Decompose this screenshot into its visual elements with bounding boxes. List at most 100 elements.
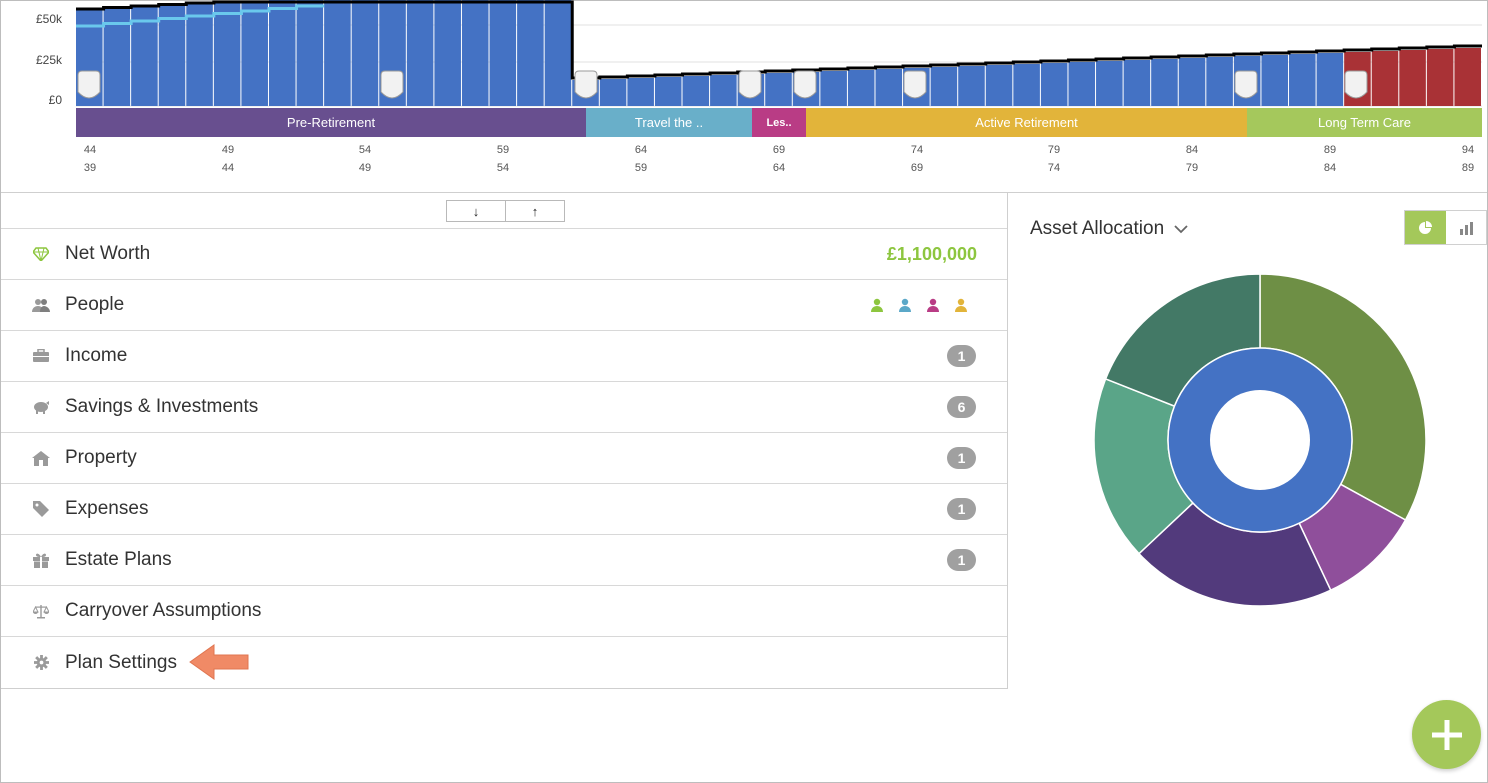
person-icon[interactable] bbox=[955, 298, 967, 312]
section-property[interactable]: Property 1 bbox=[1, 433, 1007, 484]
person-icon[interactable] bbox=[871, 298, 883, 312]
age-label: 74 bbox=[910, 144, 924, 156]
y-axis-label: £0 bbox=[48, 93, 62, 107]
person-icon[interactable] bbox=[899, 298, 911, 312]
event-marker[interactable] bbox=[77, 70, 101, 99]
section-label: Savings & Investments bbox=[65, 396, 259, 417]
bar-chart-toggle[interactable] bbox=[1446, 211, 1487, 244]
y-axis-label: £25k bbox=[35, 53, 62, 67]
tag-icon bbox=[31, 499, 51, 519]
section-net-worth[interactable]: Net Worth £1,100,000 bbox=[1, 229, 1007, 280]
timeline-bar bbox=[654, 77, 682, 106]
timeline-bar bbox=[186, 4, 213, 106]
age-label: 69 bbox=[772, 144, 786, 156]
phase-bar: Pre-Retirement Travel the .. Les.. Activ… bbox=[76, 108, 1482, 137]
age-label: 64 bbox=[772, 162, 786, 174]
sort-row: ↓ ↑ bbox=[1, 193, 1007, 229]
section-label: Plan Settings bbox=[65, 651, 177, 673]
event-marker[interactable] bbox=[793, 70, 817, 99]
section-income[interactable]: Income 1 bbox=[1, 331, 1007, 382]
sort-buttons: ↓ ↑ bbox=[446, 200, 565, 222]
timeline-bar bbox=[158, 5, 186, 106]
y-axis-label: £50k bbox=[35, 12, 62, 26]
sort-up-button[interactable]: ↑ bbox=[505, 201, 564, 221]
gift-icon bbox=[31, 550, 51, 570]
timeline-bar bbox=[958, 66, 985, 106]
timeline-bar bbox=[213, 2, 241, 106]
section-people[interactable]: People bbox=[1, 280, 1007, 331]
section-label: People bbox=[65, 294, 125, 315]
phase-les[interactable]: Les.. bbox=[752, 108, 806, 137]
age-label: 69 bbox=[910, 162, 924, 174]
timeline-bar bbox=[1151, 59, 1178, 106]
timeline-chart bbox=[76, 0, 1482, 107]
timeline-bar bbox=[1261, 55, 1289, 106]
count-badge: 1 bbox=[947, 549, 976, 571]
event-marker[interactable] bbox=[1344, 70, 1368, 99]
timeline-bar bbox=[1178, 58, 1206, 106]
chart-type-toggle bbox=[1404, 210, 1487, 245]
timeline-bar bbox=[1068, 62, 1096, 106]
age-label: 84 bbox=[1323, 162, 1337, 174]
phase-travel[interactable]: Travel the .. bbox=[586, 108, 752, 137]
add-button[interactable] bbox=[1412, 700, 1481, 769]
timeline-bar bbox=[1289, 54, 1316, 106]
timeline-bar bbox=[1399, 50, 1426, 106]
age-label: 84 bbox=[1185, 144, 1199, 156]
age-label: 79 bbox=[1185, 162, 1199, 174]
pointer-arrow-icon bbox=[189, 644, 249, 680]
count-badge: 1 bbox=[947, 345, 976, 367]
timeline-bar bbox=[1123, 60, 1151, 106]
timeline-bar bbox=[985, 65, 1013, 106]
wealth-line bbox=[76, 0, 1482, 80]
timeline-bar bbox=[847, 70, 875, 106]
section-expenses[interactable]: Expenses 1 bbox=[1, 484, 1007, 535]
person-icon[interactable] bbox=[927, 298, 939, 312]
section-label: Net Worth bbox=[65, 243, 151, 264]
event-marker[interactable] bbox=[574, 70, 598, 99]
timeline-bar bbox=[461, 0, 489, 106]
section-plan-settings[interactable]: Plan Settings bbox=[1, 637, 1007, 688]
phase-long-term-care[interactable]: Long Term Care bbox=[1247, 108, 1482, 137]
briefcase-icon bbox=[31, 346, 51, 366]
piggy-bank-icon bbox=[31, 397, 51, 417]
phase-active-retirement[interactable]: Active Retirement bbox=[806, 108, 1247, 137]
timeline-bar bbox=[1040, 63, 1068, 106]
timeline-bar bbox=[406, 0, 434, 106]
age-label: 74 bbox=[1047, 162, 1061, 174]
timeline-bar bbox=[296, 0, 324, 106]
section-savings-investments[interactable]: Savings & Investments 6 bbox=[1, 382, 1007, 433]
pie-chart-toggle[interactable] bbox=[1405, 211, 1446, 244]
event-marker[interactable] bbox=[380, 70, 404, 99]
timeline-bar bbox=[434, 0, 461, 106]
timeline-bar bbox=[1454, 48, 1481, 106]
timeline-bar bbox=[1371, 51, 1399, 106]
age-label: 49 bbox=[358, 162, 372, 174]
count-badge: 1 bbox=[947, 498, 976, 520]
sort-down-button[interactable]: ↓ bbox=[472, 203, 480, 219]
section-estate-plans[interactable]: Estate Plans 1 bbox=[1, 535, 1007, 586]
people-avatars bbox=[871, 298, 967, 312]
timeline-bar bbox=[489, 0, 517, 106]
event-marker[interactable] bbox=[903, 70, 927, 99]
phase-pre-retirement[interactable]: Pre-Retirement bbox=[76, 108, 586, 137]
age-label: 64 bbox=[634, 144, 648, 156]
timeline-bar bbox=[765, 73, 792, 106]
age-label: 44 bbox=[221, 162, 235, 174]
age-label: 89 bbox=[1461, 162, 1475, 174]
asset-allocation-dropdown[interactable]: Asset Allocation bbox=[1030, 218, 1188, 240]
age-label: 94 bbox=[1461, 144, 1475, 156]
timeline-bar bbox=[875, 69, 903, 106]
timeline-bar bbox=[599, 79, 627, 106]
timeline-bar bbox=[351, 0, 379, 106]
age-label: 59 bbox=[634, 162, 648, 174]
timeline-bar bbox=[1426, 49, 1454, 106]
diamond-icon bbox=[31, 244, 51, 264]
event-marker[interactable] bbox=[1234, 70, 1258, 99]
scales-icon bbox=[31, 601, 51, 621]
event-marker[interactable] bbox=[738, 70, 762, 99]
section-carryover-assumptions[interactable]: Carryover Assumptions bbox=[1, 586, 1007, 637]
section-label: Expenses bbox=[65, 498, 149, 519]
section-label: Carryover Assumptions bbox=[65, 600, 262, 621]
timeline-bar bbox=[131, 7, 158, 106]
